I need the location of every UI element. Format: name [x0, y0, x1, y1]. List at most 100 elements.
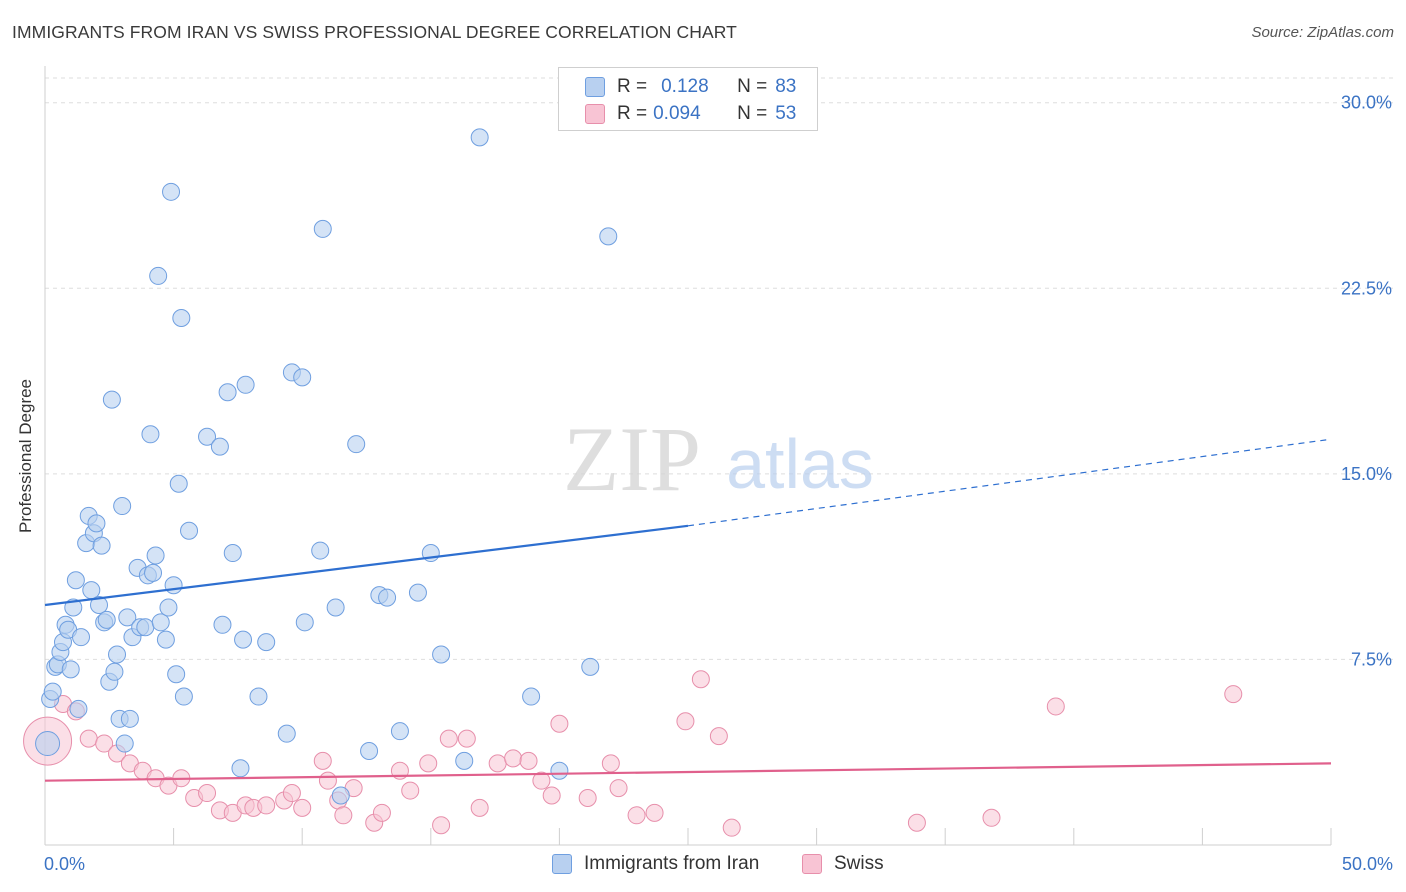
iran-point [360, 741, 379, 760]
iran-point [141, 425, 160, 444]
legend-n-label: N = [737, 76, 768, 97]
legend-r-label: R = [617, 76, 648, 97]
iran-point [61, 660, 80, 679]
iran-point [35, 731, 61, 757]
swiss-point [282, 784, 301, 803]
iran-point [164, 576, 183, 595]
legend-n-value: 83 [775, 76, 797, 97]
swiss-point [432, 816, 451, 835]
swiss-point [257, 796, 276, 815]
swiss-point [542, 786, 561, 805]
iran-point [120, 709, 139, 728]
iran-point [108, 645, 127, 664]
iran-point [174, 687, 193, 706]
swiss-point [401, 781, 420, 800]
swiss-point [982, 808, 1001, 827]
legend-r-value: 0.128 [661, 76, 709, 97]
iran-point [149, 266, 168, 285]
stats-legend: R = 0.128 N = 83 R = 0.094 N = 53 [558, 67, 818, 131]
iran-point [82, 581, 101, 600]
y-tick-label: 7.5% [1351, 649, 1392, 669]
iran-point [210, 437, 229, 456]
iran-trendline [44, 524, 689, 607]
chart-title: IMMIGRANTS FROM IRAN VS SWISS PROFESSION… [12, 22, 737, 42]
y-tick-label: 22.5% [1341, 278, 1392, 298]
iran-point [213, 615, 232, 634]
trendlines [44, 438, 1332, 782]
iran-points [35, 128, 618, 805]
swiss-point [601, 754, 620, 773]
swiss-point [318, 771, 337, 790]
iran-point [522, 687, 541, 706]
iran-point [408, 583, 427, 602]
iran-point [90, 596, 109, 615]
iran-point [223, 544, 242, 563]
iran-point [218, 383, 237, 402]
iran-point [277, 724, 296, 743]
iran-point [257, 633, 276, 652]
iran-point [293, 368, 312, 387]
iran-point [295, 613, 314, 632]
iran-point [198, 427, 217, 446]
iran-point [115, 734, 134, 753]
iran-point [550, 761, 569, 780]
iran-point [136, 618, 155, 637]
iran-point [151, 613, 170, 632]
iran-point [169, 474, 188, 493]
iran-point [599, 227, 618, 246]
bottom-legend-iran: Immigrants from Iran [552, 852, 759, 876]
legend-row-swiss: R = 0.094 N = 53 [585, 103, 796, 125]
iran-point [113, 497, 132, 516]
iran-point [159, 598, 178, 617]
legend-n-value: 53 [775, 103, 797, 124]
iran-point [390, 722, 409, 741]
iran-point [92, 536, 111, 555]
swiss-point [457, 729, 476, 748]
iran-point [231, 759, 250, 778]
swiss-point [439, 729, 458, 748]
iran-point [118, 608, 137, 627]
iran-point [234, 630, 253, 649]
swiss-point [488, 754, 507, 773]
swiss-point [198, 784, 217, 803]
iran-point [172, 308, 191, 327]
iran-point [180, 521, 199, 540]
swiss-point [691, 670, 710, 689]
iran-point [97, 610, 116, 629]
iran-point [162, 182, 181, 201]
iran-point [313, 219, 332, 238]
x-tick-label: 0.0% [44, 854, 85, 874]
swiss-point [609, 779, 628, 798]
legend-swatch-iran [585, 77, 605, 97]
swiss-point [372, 803, 391, 822]
legend-r-value: 0.094 [653, 103, 701, 124]
swiss-point [578, 788, 597, 807]
iran-point [347, 435, 366, 454]
swiss-point [470, 798, 489, 817]
swiss-point [907, 813, 926, 832]
iran-point [167, 665, 186, 684]
swiss-point [334, 806, 353, 825]
iran-trendline-extension [687, 438, 1332, 527]
gridlines [45, 77, 1395, 660]
bottom-legend-swatch-iran [552, 854, 572, 874]
watermark-zip: ZIP [563, 408, 701, 510]
watermark-atlas: atlas [726, 425, 874, 503]
legend-r-label: R = [617, 103, 648, 124]
swiss-point [709, 727, 728, 746]
iran-point [146, 546, 165, 565]
chart-source: Source: ZipAtlas.com [1251, 24, 1394, 41]
iran-point [64, 598, 83, 617]
iran-point [470, 128, 489, 147]
iran-point [326, 598, 345, 617]
iran-point [102, 390, 121, 409]
swiss-trendline [44, 762, 1332, 782]
iran-point [144, 563, 163, 582]
swiss-point [79, 729, 98, 748]
swiss-point [1224, 685, 1243, 704]
iran-point [105, 662, 124, 681]
swiss-point [313, 751, 332, 770]
iran-point [311, 541, 330, 560]
swiss-point [504, 749, 523, 768]
